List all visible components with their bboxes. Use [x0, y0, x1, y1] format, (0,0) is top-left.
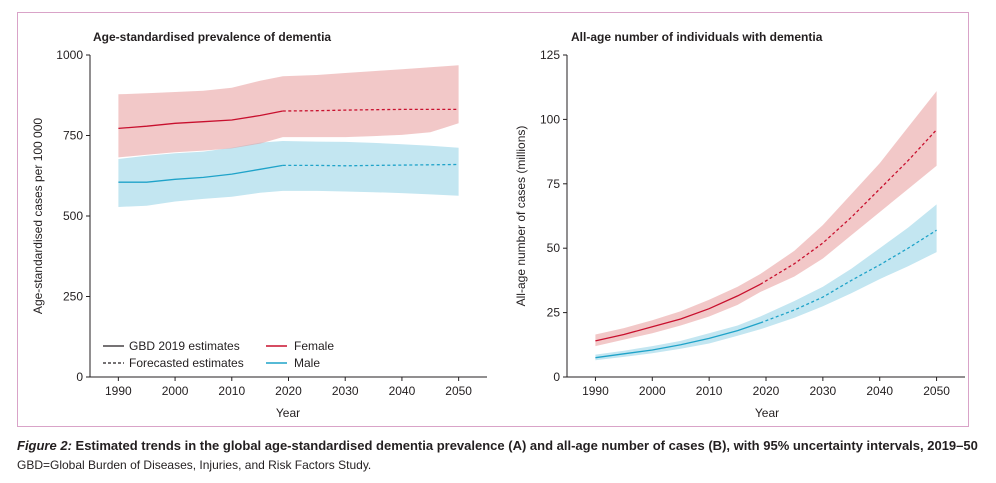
- panel-a-series-lines: [118, 108, 459, 183]
- x-tick-label: 2010: [218, 384, 245, 398]
- y-tick-label: 25: [547, 306, 561, 320]
- y-tick-label: 0: [553, 370, 560, 384]
- panel-a-prevalence-chart: Age-standardised prevalence of dementia …: [31, 30, 487, 420]
- legend-male-label: Male: [294, 356, 320, 370]
- x-tick-label: 2040: [866, 384, 893, 398]
- y-tick-label: 75: [547, 177, 561, 191]
- x-tick-label: 2010: [696, 384, 723, 398]
- x-tick-label: 2030: [810, 384, 837, 398]
- male-estimate-line: [118, 164, 283, 183]
- panel-b-number-chart: All-age number of individuals with demen…: [514, 30, 965, 420]
- panel-a-title: Age-standardised prevalence of dementia: [93, 30, 331, 44]
- x-tick-label: 2000: [162, 384, 189, 398]
- y-tick-label: 100: [540, 112, 560, 126]
- legend-gbd-label: GBD 2019 estimates: [129, 339, 240, 353]
- x-tick-label: 2020: [753, 384, 780, 398]
- male-forecast-line: [760, 229, 937, 324]
- x-tick-label: 2050: [445, 384, 472, 398]
- x-tick-label: 2000: [639, 384, 666, 398]
- panel-b-x-ticks: 1990 2000 2010 2020 2030 2040 2050: [582, 377, 950, 398]
- y-tick-label: 125: [540, 48, 560, 62]
- y-tick-label: 250: [63, 290, 83, 304]
- female-estimate-line: [118, 110, 283, 130]
- female-uncertainty-band: [595, 91, 937, 347]
- male-estimate-line: [595, 322, 761, 359]
- panel-b-y-ticks: 0 25 50 75 100 125: [540, 48, 567, 384]
- panel-b-series-lines: [595, 129, 938, 359]
- x-tick-label: 1990: [582, 384, 609, 398]
- y-tick-label: 500: [63, 209, 83, 223]
- y-tick-label: 0: [76, 370, 83, 384]
- y-tick-label: 750: [63, 129, 83, 143]
- female-estimate-line: [595, 283, 761, 342]
- figure-footnote: GBD=Global Burden of Diseases, Injuries,…: [17, 458, 372, 472]
- panel-b-y-label: All-age number of cases (millions): [514, 126, 528, 307]
- panel-b-title: All-age number of individuals with demen…: [571, 30, 823, 44]
- legend: GBD 2019 estimates Forecasted estimates …: [103, 339, 334, 370]
- male-uncertainty-band: [595, 204, 937, 361]
- figure-caption: Figure 2: Estimated trends in the global…: [17, 437, 987, 455]
- x-tick-label: 2050: [923, 384, 950, 398]
- y-tick-label: 1000: [56, 48, 83, 62]
- figure-caption-text: Estimated trends in the global age-stand…: [71, 438, 978, 453]
- panel-b-uncertainty-bands: [595, 91, 937, 361]
- panel-a-y-label: Age-standardised cases per 100 000: [31, 118, 45, 314]
- panel-a-y-ticks: 0 250 500 750 1000: [56, 48, 90, 384]
- panel-a-x-ticks: 1990 2000 2010 2020 2030 2040 2050: [105, 377, 472, 398]
- figure-charts: Age-standardised prevalence of dementia …: [31, 30, 965, 420]
- legend-forecast-label: Forecasted estimates: [129, 356, 244, 370]
- figure-caption-label: Figure 2:: [17, 438, 72, 453]
- x-tick-label: 1990: [105, 384, 132, 398]
- x-tick-label: 2030: [332, 384, 359, 398]
- female-forecast-line: [282, 108, 459, 112]
- panel-a-x-label: Year: [276, 406, 300, 420]
- panel-b-x-label: Year: [755, 406, 779, 420]
- y-tick-label: 50: [547, 241, 561, 255]
- x-tick-label: 2020: [275, 384, 302, 398]
- male-forecast-line: [282, 163, 459, 167]
- female-forecast-line: [759, 129, 938, 285]
- panel-a-uncertainty-bands: [118, 65, 459, 207]
- legend-female-label: Female: [294, 339, 334, 353]
- male-uncertainty-band: [118, 141, 459, 207]
- figure-frame: [17, 12, 969, 427]
- x-tick-label: 2040: [389, 384, 416, 398]
